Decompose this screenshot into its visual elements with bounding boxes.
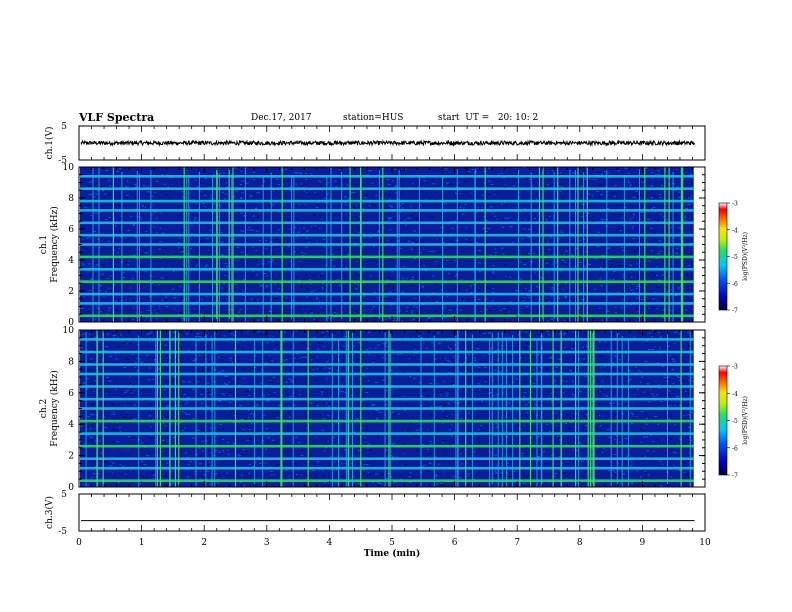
x-tick-label: 9 [640,538,646,548]
ch2-spectrogram-band [80,397,694,401]
ch2-spectrogram-ytick-label: 0 [68,483,74,493]
ch1-spectrogram-panel [78,166,730,323]
x-tick-label: 1 [139,538,145,548]
ch1-spectrogram-ytick-label: 10 [63,163,75,173]
ch2-spectrogram-colorbar-tick-label: -5 [732,418,738,425]
ch2-spectrogram-channel-label: ch.2 [39,399,49,418]
ch2-spectrogram-colorbar [718,365,728,476]
ch2-spectrogram-band [80,372,694,376]
ch3-waveform-panel [78,493,706,532]
ch2-spectrogram-ytick-label: 2 [68,452,74,462]
x-tick-label: 5 [389,538,395,548]
ch1-spectrogram-colorbar-tick-label: -3 [732,201,738,208]
ch1-spectrogram-band [80,268,694,271]
ch1-spectrogram-band [80,209,694,212]
ch1-waveform-ytick-label: -5 [58,156,67,166]
ch2-spectrogram-ytick-label: 4 [68,420,74,430]
ch2-spectrogram-ytick-label: 6 [68,389,74,399]
ch1-waveform-trace [80,139,695,147]
ch3-waveform-ytick-label: -5 [58,527,67,537]
ch1-spectrogram-sferics [92,167,674,322]
ch2-spectrogram-band [80,466,694,470]
ch2-spectrogram-colorbar-tick-label: -6 [732,445,738,452]
ch1-waveform-ylabel: ch.1(V) [44,127,55,160]
ch2-spectrogram-colorbar-tick-label: -7 [732,473,738,480]
ch1-spectrogram-colorbar-tick-label: -7 [732,308,738,315]
ch2-spectrogram-band [80,419,694,423]
ch2-spectrogram-colorbar-tick-label: -4 [732,391,738,398]
ch2-spectrogram-band [80,407,694,410]
ch1-spectrogram-ylabel: Frequency (kHz) [49,206,60,283]
ch1-spectrogram-channel-label: ch.1 [39,235,49,254]
x-tick-label: 6 [452,538,458,548]
ch2-spectrogram-band [80,432,694,435]
ch1-spectrogram-band [80,175,694,178]
ch2-spectrogram-colorbar-label: log(PSD)(V²/Hz) [742,396,749,445]
x-tick-label: 7 [514,538,520,548]
ch2-spectrogram-sferics [85,330,691,487]
ch2-spectrogram-ylabel: Frequency (kHz) [49,370,60,447]
date-label: Dec.17, 2017 [251,113,312,123]
station-label: station=HUS [343,113,404,123]
ch3-waveform-ytick-label: 5 [61,490,67,500]
ch1-spectrogram-band [80,243,694,246]
ch1-spectrogram-band [80,199,694,203]
x-tick-label: 3 [264,538,270,548]
ch2-spectrogram-band [80,385,694,388]
x-tick-label: 2 [201,538,207,548]
ch1-spectrogram-ytick-label: 0 [68,318,74,328]
ch1-spectrogram-speckle-dark [80,167,691,323]
ch1-spectrogram-band [80,292,694,296]
ch1-spectrogram-colorbar [718,202,728,311]
ch1-spectrogram-band [80,280,694,283]
ch1-spectrogram-band [80,187,694,190]
ch1-spectrogram-band [80,221,694,225]
ch2-spectrogram-panel [78,329,730,488]
x-tick-label: 4 [327,538,333,548]
ch1-spectrogram-band [80,233,694,237]
ch1-spectrogram-band [80,255,694,259]
ch2-spectrogram-band [80,444,694,448]
ch2-spectrogram-band [80,338,694,341]
ch1-spectrogram-colorbar-label: log(PSD)(V²/Hz) [742,232,749,281]
ch2-spectrogram-ytick-label: 10 [63,326,75,336]
ch1-spectrogram-ytick-label: 8 [68,194,74,204]
ch1-spectrogram-colorbar-tick-label: -6 [732,281,738,288]
ch2-spectrogram-ytick-label: 8 [68,357,74,367]
ch3-waveform-frame [78,493,706,532]
ch2-spectrogram-band [80,457,694,460]
ch3-waveform-ylabel: ch.3(V) [44,496,55,529]
ch1-spectrogram-ytick-label: 2 [68,287,74,297]
ch1-spectrogram-sferics-strong [112,167,684,322]
ch1-spectrogram-ytick-label: 6 [68,225,74,235]
ch2-spectrogram-band [80,350,694,354]
x-tick-label: 0 [76,538,82,548]
ch1-waveform-ytick-label: 5 [61,122,67,132]
figure-title: VLF Spectra [79,111,155,124]
x-tick-label: 8 [577,538,583,548]
start-time-label: start UT = 20: 10: 2 [438,113,539,123]
x-axis-label: Time (min) [364,548,421,559]
ch2-spectrogram-colorbar-tick-label: -3 [732,364,738,371]
ch1-spectrogram-band [80,314,694,318]
x-tick-label: 10 [699,538,711,548]
ch1-spectrogram-ytick-label: 4 [68,256,74,266]
ch2-spectrogram-band [80,479,694,482]
ch1-spectrogram-colorbar-tick-label: -5 [732,254,738,261]
ch2-spectrogram-band [80,363,694,366]
ch1-spectrogram-band [80,302,694,305]
ch1-spectrogram-colorbar-tick-label: -4 [732,227,738,234]
